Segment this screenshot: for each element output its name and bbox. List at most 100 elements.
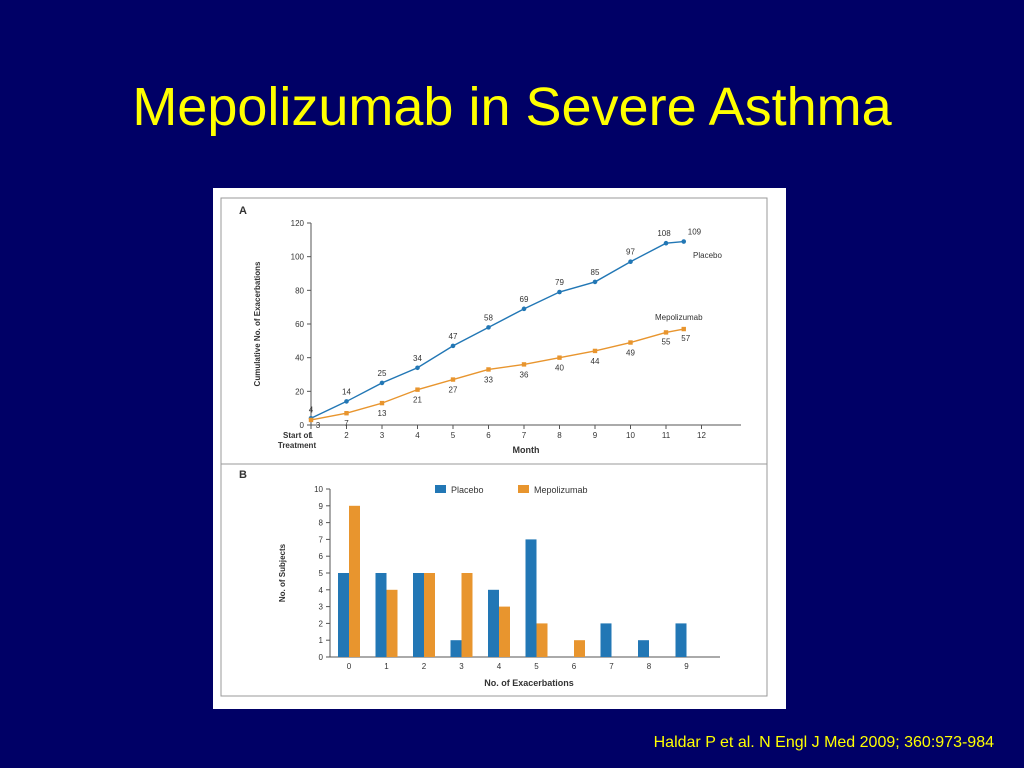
legend-label-mepolizumab: Mepolizumab xyxy=(534,485,588,495)
y-tick-label-a: 80 xyxy=(295,286,304,295)
data-label-mepolizumab: 3 xyxy=(316,421,321,430)
bar-mepolizumab xyxy=(386,589,398,657)
x-tick-label-b: 8 xyxy=(647,662,652,671)
data-label-placebo: 97 xyxy=(626,248,635,257)
data-label-mepolizumab: 7 xyxy=(344,419,349,428)
x-tick-label-b: 3 xyxy=(459,662,464,671)
panel-a-label: A xyxy=(239,205,247,217)
x-tick-label-b: 0 xyxy=(347,662,352,671)
data-label-placebo: 79 xyxy=(555,278,564,287)
data-label-placebo: 58 xyxy=(484,313,493,322)
data-label-placebo: 69 xyxy=(520,295,529,304)
data-label-placebo: 14 xyxy=(342,387,351,396)
y-tick-label-b: 6 xyxy=(319,552,324,561)
x-axis-title-b: No. of Exacerbations xyxy=(484,678,574,688)
x-axis-title-a: Month xyxy=(513,445,540,455)
bar-placebo xyxy=(675,623,687,657)
bar-mepolizumab xyxy=(461,573,473,657)
y-tick-label-a: 20 xyxy=(295,387,304,396)
figure-frame xyxy=(220,197,768,697)
bar-placebo xyxy=(338,573,349,657)
bar-placebo xyxy=(638,640,649,657)
data-label-placebo: 4 xyxy=(309,405,314,414)
x-tick-label-b: 6 xyxy=(572,662,577,671)
x-tick-label-a: 8 xyxy=(557,431,562,440)
x-tick-label-a: 5 xyxy=(451,431,456,440)
point-placebo xyxy=(379,380,385,386)
point-mepolizumab xyxy=(557,355,562,360)
slide-title: Mepolizumab in Severe Asthma xyxy=(132,77,892,137)
data-label-placebo: 109 xyxy=(688,228,702,237)
bar-mepolizumab xyxy=(574,640,585,657)
point-placebo xyxy=(663,240,669,246)
point-mepolizumab xyxy=(628,340,633,345)
legend-swatch-placebo xyxy=(435,485,446,493)
panel-b-label: B xyxy=(239,469,247,481)
y-axis-title-a: Cumulative No. of Exacerbations xyxy=(253,261,262,386)
chart-b-bars: 0 1 2 3 4 5 6 7 8 9 10 0 1 2 3 4 5 6 7 8 9 No. of Exacerbatio… xyxy=(278,485,720,688)
bar-mepolizumab xyxy=(349,505,360,657)
data-label-mepolizumab: 55 xyxy=(662,337,671,346)
data-label-mepolizumab: 21 xyxy=(413,396,422,405)
bar-mepolizumab xyxy=(499,606,510,657)
data-label-placebo: 85 xyxy=(591,268,600,277)
point-mepolizumab xyxy=(308,417,314,423)
point-placebo xyxy=(415,365,420,371)
point-placebo xyxy=(592,279,598,285)
citation: Haldar P et al. N Engl J Med 2009; 360:9… xyxy=(653,734,994,751)
y-tick-label-b: 1 xyxy=(319,636,324,645)
y-tick-label-b: 0 xyxy=(319,653,324,662)
x-tick-label-a: 7 xyxy=(522,431,527,440)
x-tick-label-a: 3 xyxy=(380,431,385,440)
data-label-placebo: 25 xyxy=(378,369,387,378)
bar-placebo xyxy=(525,539,537,657)
x-tick-label-b: 4 xyxy=(497,662,502,671)
point-placebo xyxy=(557,289,562,295)
legend-swatch-mepolizumab xyxy=(518,485,529,493)
data-label-placebo: 47 xyxy=(449,332,458,341)
x-tick-label-b: 7 xyxy=(609,662,614,671)
y-tick-label-b: 4 xyxy=(319,586,324,595)
x-tick-label-a: 11 xyxy=(662,431,671,440)
point-placebo xyxy=(486,325,491,330)
point-placebo xyxy=(681,239,687,244)
x-tick-label-a: 6 xyxy=(486,431,491,440)
y-tick-label-b: 7 xyxy=(319,535,324,544)
x-start-label-line1: Start of xyxy=(283,431,311,440)
legend-label-placebo: Placebo xyxy=(451,485,484,495)
series-line-placebo xyxy=(310,240,684,419)
point-mepolizumab xyxy=(450,377,456,382)
y-tick-label-a: 60 xyxy=(295,320,304,329)
x-tick-label-a: 4 xyxy=(415,431,420,440)
data-label-placebo: 34 xyxy=(413,354,422,363)
bar-placebo xyxy=(413,573,424,657)
point-placebo xyxy=(628,259,633,265)
y-tick-label-b: 8 xyxy=(319,519,324,528)
data-label-mepolizumab: 40 xyxy=(555,364,564,373)
y-tick-label-a: 100 xyxy=(291,253,305,262)
figure-panel: A B 0 20 40 60 80 100 120 1 2 3 4 5 6 7 8 9 10 11 12 Start … xyxy=(213,188,786,709)
bar-placebo xyxy=(488,589,499,657)
x-tick-label-b: 1 xyxy=(384,662,389,671)
y-tick-label-a: 120 xyxy=(291,219,305,228)
x-tick-label-b: 9 xyxy=(684,662,689,671)
bar-placebo xyxy=(600,623,612,657)
point-mepolizumab xyxy=(379,400,385,406)
x-tick-label-b: 5 xyxy=(534,662,539,671)
data-label-mepolizumab: 13 xyxy=(378,409,387,418)
y-tick-label-a: 0 xyxy=(300,421,305,430)
point-mepolizumab xyxy=(486,367,491,372)
data-label-placebo: 108 xyxy=(657,229,671,238)
x-tick-label-a: 2 xyxy=(344,431,349,440)
point-mepolizumab xyxy=(344,411,349,416)
data-label-mepolizumab: 27 xyxy=(449,386,458,395)
bar-placebo xyxy=(375,573,387,657)
point-placebo xyxy=(344,399,349,404)
y-tick-label-b: 3 xyxy=(319,603,324,612)
y-tick-label-b: 9 xyxy=(319,502,324,511)
data-label-mepolizumab: 57 xyxy=(681,334,690,343)
bar-mepolizumab xyxy=(424,573,435,657)
x-tick-label-b: 2 xyxy=(422,662,427,671)
